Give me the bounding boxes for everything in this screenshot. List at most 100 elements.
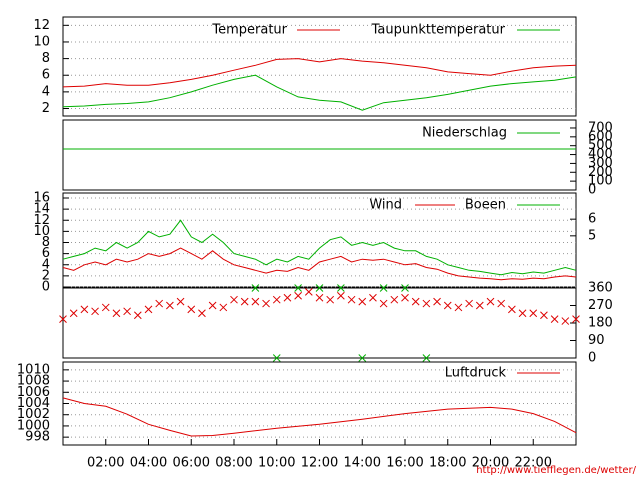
point [315,284,324,292]
y2-tick-label: 200 [588,165,613,180]
point [155,299,164,308]
point [508,305,516,314]
point [369,293,377,302]
y-tick-label: 12 [33,18,50,33]
point [219,303,228,312]
y-tick-label: 14 [33,202,50,217]
x-tick-label: 14:00 [344,456,381,471]
point [240,297,249,306]
point [251,297,260,306]
y-tick-label: 1006 [17,385,50,400]
point [401,284,409,292]
point [561,317,570,325]
x-tick-label: 12:00 [301,456,338,471]
y2-tick-label: 90 [588,333,605,348]
y-tick-label: 16 [33,191,50,206]
point [166,301,174,310]
x-tick-label: 10:00 [258,456,295,471]
point [465,299,473,308]
y2-tick-label: 0 [588,351,596,366]
point [326,295,335,304]
point [529,309,538,318]
x-tick-label: 20:00 [472,456,509,471]
y-tick-label: 0 [42,280,50,295]
x-tick-label: 06:00 [173,456,210,471]
point [401,293,409,302]
y2-tick-label: 180 [588,316,613,331]
point [251,284,260,292]
x-tick-label: 04:00 [130,456,167,471]
y-tick-label: 2 [42,101,50,116]
y-tick-label: 1008 [17,374,50,389]
legend-label: Taupunkttemperatur [371,23,506,38]
point [272,354,281,362]
y2-tick-label: 600 [588,129,613,144]
point [572,315,580,323]
point [294,284,302,292]
y2-tick-label: 500 [588,138,613,153]
point [486,297,495,306]
point [540,311,548,320]
point [198,309,206,318]
y2-tick-label: 400 [588,147,613,162]
point [133,311,142,320]
point [443,301,452,310]
point [262,299,270,308]
y-tick-label: 4 [42,257,50,272]
point [112,309,121,318]
y2-tick-label: 100 [588,174,613,189]
y2-tick-label: 6 [588,212,596,227]
panel-frame [62,16,577,117]
legend-label: Temperatur [211,23,287,38]
point [315,293,324,302]
legend-label: Niederschlag [422,126,507,141]
series-line [62,74,577,111]
point [390,295,399,304]
series-line [62,219,577,276]
point [283,293,292,302]
x-tick-label: 16:00 [386,456,423,471]
point [358,354,367,362]
point [411,297,420,306]
point [101,303,110,312]
legend-label: Luftdruck [445,366,507,381]
legend-label: Boeen [465,198,506,213]
point [80,305,89,314]
y-tick-label: 1004 [17,396,50,411]
footer-url: http://www.tiefflegen.de/wetter/ [476,465,636,476]
point [337,291,345,300]
point [294,291,302,300]
y-tick-label: 998 [25,430,50,445]
point [379,284,388,292]
point [304,288,313,296]
y2-tick-label: 700 [588,120,613,135]
y-tick-label: 2 [42,268,50,283]
point [454,303,463,312]
y-tick-label: 6 [42,246,50,261]
point [176,297,185,306]
point [379,299,388,308]
y2-tick-label: 0 [588,183,596,198]
x-tick-label: 18:00 [429,456,466,471]
series-line [62,247,577,281]
point [337,284,345,292]
series-line [62,397,577,437]
point [272,295,281,304]
y-tick-label: 4 [42,84,50,99]
y-tick-label: 12 [33,213,50,228]
x-tick-label: 02:00 [87,456,124,471]
point [518,309,527,318]
y2-tick-label: 5 [588,228,596,243]
y2-tick-label: 360 [588,281,613,296]
point [123,307,131,316]
y-tick-label: 8 [42,235,50,250]
point [422,299,431,308]
point [475,301,484,310]
legend-label: Wind [369,198,402,213]
point [230,295,238,304]
point [433,297,441,306]
x-tick-label: 22:00 [515,456,552,471]
point [91,307,99,316]
y-tick-label: 10 [33,34,50,49]
